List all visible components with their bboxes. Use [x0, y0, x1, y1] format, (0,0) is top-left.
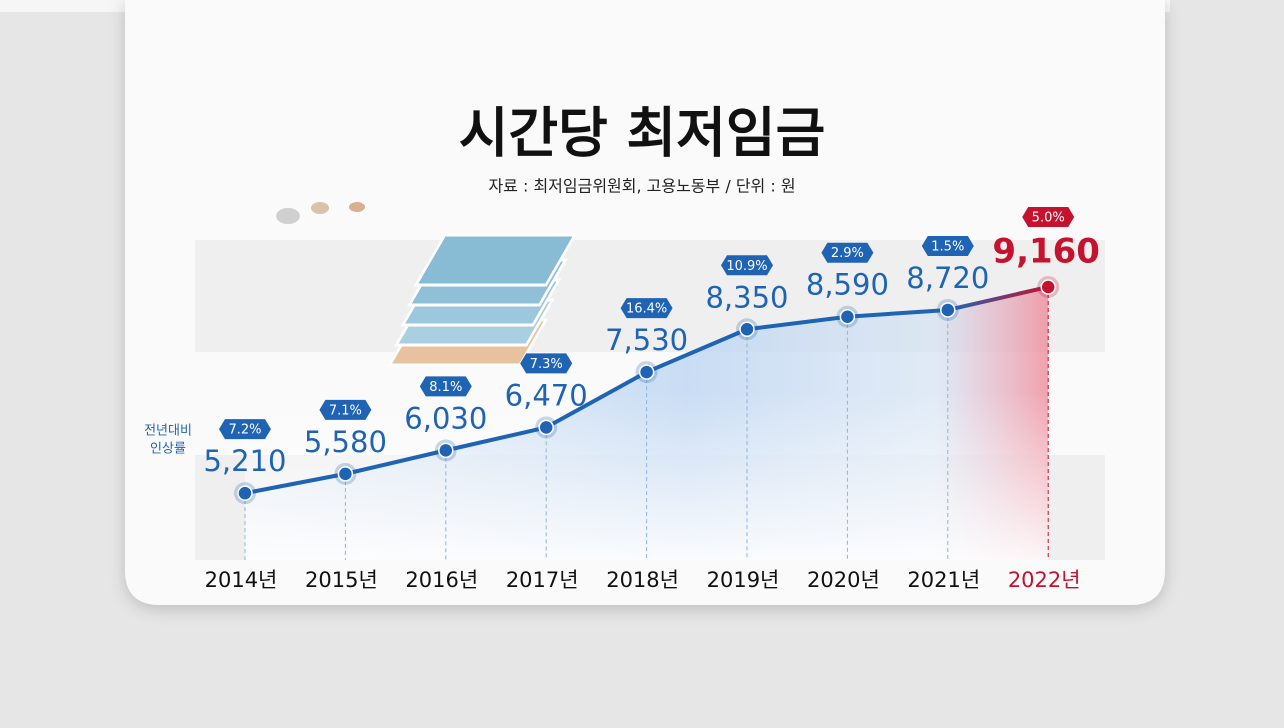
- growth-title: 인상률: [150, 442, 186, 457]
- growth-label: 7.2%: [228, 423, 261, 438]
- x-tick-label: 2019년: [707, 568, 780, 592]
- growth-label: 5.0%: [1032, 210, 1065, 225]
- x-tick-label: 2020년: [807, 568, 880, 592]
- growth-label: 8.1%: [429, 380, 462, 395]
- growth-badge: [319, 399, 372, 420]
- value-label: 6,030: [404, 401, 487, 435]
- value-label: 9,160: [992, 231, 1100, 271]
- point: [940, 302, 956, 318]
- growth-label: 16.4%: [626, 302, 667, 317]
- growth-label: 7.3%: [530, 357, 563, 372]
- x-tick-label: 2018년: [606, 568, 679, 592]
- growth-badge: [620, 298, 673, 319]
- x-tick-label: 2021년: [907, 568, 980, 592]
- growth-title: 전년대비: [144, 424, 192, 439]
- x-tick-label: 2014년: [205, 568, 278, 592]
- growth-badge: [721, 255, 773, 276]
- growth-badge: [921, 235, 974, 256]
- growth-badge: [219, 419, 271, 440]
- line: [244, 307, 948, 496]
- point: [438, 442, 454, 459]
- growth-badge: [520, 353, 573, 374]
- point: [337, 466, 354, 482]
- growth-badge: [1022, 206, 1075, 227]
- point: [638, 364, 655, 380]
- value-label: 8,350: [705, 280, 788, 314]
- x-tick-label: 2022년: [1008, 568, 1081, 592]
- area-fade: [245, 390, 1049, 560]
- point: [237, 485, 253, 501]
- x-tick-label: 2015년: [305, 568, 378, 592]
- value-label: 6,470: [505, 378, 588, 412]
- chart-title: 시간당 최저임금: [459, 102, 826, 165]
- point: [739, 321, 755, 338]
- point: [839, 308, 856, 325]
- chart-subtitle: 자료 : 최저임금위원회, 고용노동부 / 단위 : 원: [488, 177, 795, 196]
- money-icon: [276, 202, 578, 367]
- value-label: 5,210: [203, 444, 286, 478]
- value-label: 8,720: [906, 261, 989, 295]
- value-label: 8,590: [806, 268, 889, 302]
- growth-label: 7.1%: [329, 403, 362, 418]
- growth-label: 1.5%: [931, 239, 964, 254]
- growth-label: 10.9%: [726, 259, 767, 274]
- point: [538, 419, 554, 436]
- point: [1040, 279, 1056, 295]
- line-highlight: [947, 285, 1049, 312]
- x-tick-label: 2017년: [506, 568, 579, 592]
- growth-badge: [419, 376, 472, 397]
- value-label: 5,580: [304, 425, 387, 459]
- growth-badge: [821, 242, 874, 263]
- growth-label: 2.9%: [831, 246, 864, 261]
- value-label: 7,530: [605, 323, 688, 357]
- x-tick-label: 2016년: [405, 568, 478, 592]
